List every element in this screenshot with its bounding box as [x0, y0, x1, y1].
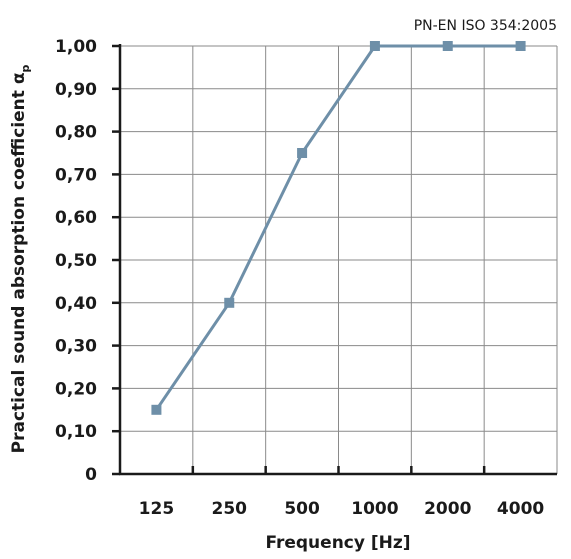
- data-point-marker: [369, 41, 380, 51]
- y-tick-label: 0: [85, 465, 97, 485]
- y-tick-label: 0,60: [55, 208, 97, 228]
- y-tick-label: 0,50: [55, 251, 97, 271]
- data-point-marker: [442, 41, 453, 51]
- data-point-marker: [297, 148, 308, 158]
- data-point-marker: [515, 41, 526, 51]
- y-tick-label: 0,20: [55, 379, 97, 399]
- y-axis-title: Practical sound absorption coefficient α…: [9, 64, 32, 453]
- standard-label: PN-EN ISO 354:2005: [414, 18, 557, 34]
- data-point-marker: [224, 297, 235, 308]
- y-tick-label: 0,30: [55, 337, 97, 357]
- vertical-gridlines: [192, 46, 558, 474]
- series-markers: [151, 41, 526, 415]
- y-tick-label: 0,10: [55, 422, 97, 442]
- y-tick-label: 1,00: [55, 37, 97, 57]
- x-axis-tick-labels: 125 250 500 1000 2000 4000: [139, 499, 545, 519]
- x-tick-label: 125: [139, 499, 175, 519]
- y-axis-title-main: Practical sound absorption coefficient α: [9, 72, 29, 453]
- y-axis-tick-labels: 0 0,10 0,20 0,30 0,40 0,50 0,60 0,70 0,80 0,90 1,0…: [55, 37, 97, 485]
- x-tick-label: 2000: [424, 499, 471, 519]
- y-axis-title-subscript: p: [19, 64, 32, 72]
- x-axis-title: Frequency [Hz]: [265, 533, 410, 553]
- series-line: [155, 44, 521, 411]
- y-tick-label: 0,90: [55, 80, 97, 100]
- data-point-marker: [151, 404, 162, 415]
- y-tick-label: 0,80: [55, 123, 97, 143]
- x-axis-ticks: [191, 466, 486, 474]
- y-axis-ticks: [112, 44, 120, 476]
- x-tick-label: 500: [284, 499, 320, 519]
- x-tick-label: 1000: [351, 499, 398, 519]
- y-tick-label: 0,70: [55, 165, 97, 185]
- y-tick-label: 0,40: [55, 294, 97, 314]
- x-tick-label: 4000: [497, 499, 544, 519]
- x-tick-label: 250: [212, 499, 248, 519]
